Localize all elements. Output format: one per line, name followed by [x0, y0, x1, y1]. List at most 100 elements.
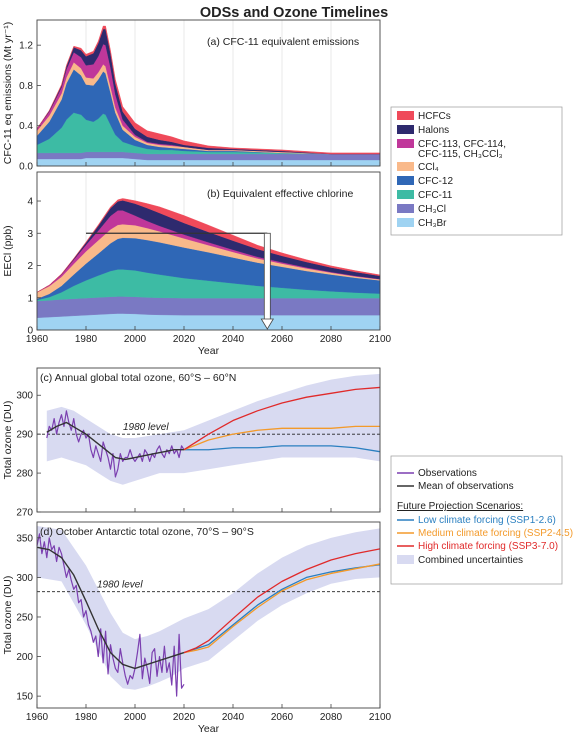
x-tick-label: 1960	[26, 712, 49, 723]
legend-observations: Observations	[397, 468, 477, 479]
level-1980-label: 1980 level	[123, 422, 169, 433]
y-tick-label: 250	[16, 612, 33, 623]
plot-frame	[36, 521, 381, 709]
y-tick-label: 1.2	[19, 41, 33, 52]
legend-label: High climate forcing (SSP3-7.0)	[418, 541, 558, 552]
legend-item: HCFCs	[397, 111, 451, 122]
legend-low: Low climate forcing (SSP1-2.6)	[397, 515, 556, 526]
y-tick-label: 2	[27, 261, 33, 272]
y-tick-label: 3	[27, 229, 33, 240]
legend-item: CFC-12	[397, 176, 453, 187]
recovery-arrow-shaft	[263, 232, 271, 321]
mean-of-observations-line	[36, 546, 185, 670]
legend-label: Combined uncertainties	[418, 555, 523, 566]
low-forcing-line	[184, 445, 381, 453]
legend-label: Mean of observations	[418, 481, 514, 492]
x-tick-label: 2000	[124, 712, 147, 723]
legend-label: Halons	[418, 125, 449, 136]
observations-line	[36, 533, 185, 697]
legend-label: CFC-12	[418, 176, 453, 187]
legend-swatch	[397, 139, 414, 148]
plot-frame	[36, 171, 381, 331]
panel-title: (b) Equivalent effective chlorine	[207, 188, 353, 200]
area-ch-cl	[36, 296, 381, 318]
x-tick-label: 1980	[75, 712, 98, 723]
x-tick-label: 1960	[26, 334, 49, 345]
legend-item: CFC-113, CFC-114,CFC-115, CH₃CCl₃	[397, 139, 506, 160]
legend-odss: HCFCs Halons CFC-113, CFC-114,CFC-115, CH₃…	[390, 106, 563, 236]
y-tick-label: 300	[16, 391, 33, 402]
x-tick-label: 2060	[271, 712, 294, 723]
legend-mean: Mean of observations	[397, 481, 514, 492]
x-axis-label: Year	[198, 723, 220, 735]
legend-item: CH₃Br	[397, 218, 447, 229]
figure-title: ODSs and Ozone Timelines	[200, 5, 388, 21]
x-tick-label: 2100	[369, 712, 392, 723]
legend-swatch	[397, 176, 414, 185]
y-tick-label: 1	[27, 293, 33, 304]
panel-a: (a) CFC-11 equivalent emissions 0.0 0.4 0.8…	[2, 19, 381, 173]
legend-medium: Medium climate forcing (SSP2-4.5)	[397, 528, 573, 539]
legend-item: CH₃Cl	[397, 204, 446, 215]
legend-swatch	[397, 162, 414, 171]
area-ch-br	[36, 313, 381, 331]
legend-swatch	[397, 555, 414, 564]
legend-item: CFC-11	[397, 190, 453, 201]
legend-swatch	[397, 125, 414, 134]
panel-d: 1980 level (d) October Antarctic total oz…	[2, 521, 392, 735]
medium-forcing-line	[183, 563, 381, 654]
x-axis-label: Year	[198, 345, 220, 357]
y-axis-label: Total ozone (DU)	[2, 576, 14, 655]
y-tick-label: 290	[16, 430, 33, 441]
x-tick-label: 2020	[173, 712, 196, 723]
legend-item: CCl₄	[397, 162, 439, 173]
y-tick-label: 350	[16, 533, 33, 544]
x-tick-label: 2040	[222, 334, 245, 345]
x-tick-label: 2040	[222, 712, 245, 723]
high-forcing-line	[183, 386, 381, 451]
panels: (a) CFC-11 equivalent emissions 0.0 0.4 0.8…	[2, 19, 392, 735]
x-tick-label: 2080	[320, 712, 343, 723]
legend-swatch	[397, 111, 414, 120]
recovery-arrow-head	[260, 318, 275, 330]
legend-label: Medium climate forcing (SSP2-4.5)	[418, 528, 573, 539]
legend-swatch	[397, 218, 414, 227]
x-tick-label: 2020	[173, 334, 196, 345]
mean-of-observations-line	[46, 421, 184, 461]
legend-label: Low climate forcing (SSP1-2.6)	[418, 515, 556, 526]
legend-swatch	[397, 204, 414, 213]
x-tick-label: 2080	[320, 334, 343, 345]
legend-odss-frame	[390, 106, 563, 236]
panel-title: (d) October Antarctic total ozone, 70°S …	[40, 526, 254, 538]
y-tick-label: 0.0	[19, 162, 33, 173]
y-tick-label: 200	[16, 652, 33, 663]
y-axis-label: CFC-11 eq emissions (Mt yr⁻¹)	[2, 22, 14, 164]
legend-label: CFC-115, CH₃CCl₃	[418, 149, 503, 160]
panel-b: (b) Equivalent effective chlorine 0 1 2 3 4 19…	[2, 171, 392, 357]
y-tick-label: 4	[27, 197, 33, 208]
legend-item: Halons	[397, 125, 449, 136]
legend-label: CH₃Br	[418, 218, 447, 229]
panel-c: 1980 level (c) Annual global total ozone,…	[2, 367, 381, 519]
y-tick-label: 0.4	[19, 121, 33, 132]
y-tick-label: 0.8	[19, 81, 33, 92]
plot-frame	[36, 367, 381, 513]
y-tick-label: 270	[16, 508, 33, 519]
medium-forcing-line	[183, 425, 380, 451]
x-tick-label: 2060	[271, 334, 294, 345]
uncertainty-band	[37, 525, 380, 690]
level-1980-label: 1980 level	[97, 580, 143, 591]
y-axis-label: Total ozone (DU)	[2, 401, 14, 480]
legend-ozone: Observations Mean of observations Future P…	[390, 455, 573, 585]
y-tick-label: 150	[16, 692, 33, 703]
legend-label: Observations	[418, 468, 477, 479]
y-tick-label: 280	[16, 469, 33, 480]
y-axis-label: EECl (ppb)	[2, 225, 14, 276]
high-forcing-line	[183, 548, 381, 654]
legend-ozone-frame	[390, 455, 563, 585]
plot-frame	[36, 19, 381, 167]
y-tick-label: 0	[27, 326, 33, 337]
uncertainty-band	[46, 373, 381, 485]
panel-title: (a) CFC-11 equivalent emissions	[207, 36, 359, 48]
